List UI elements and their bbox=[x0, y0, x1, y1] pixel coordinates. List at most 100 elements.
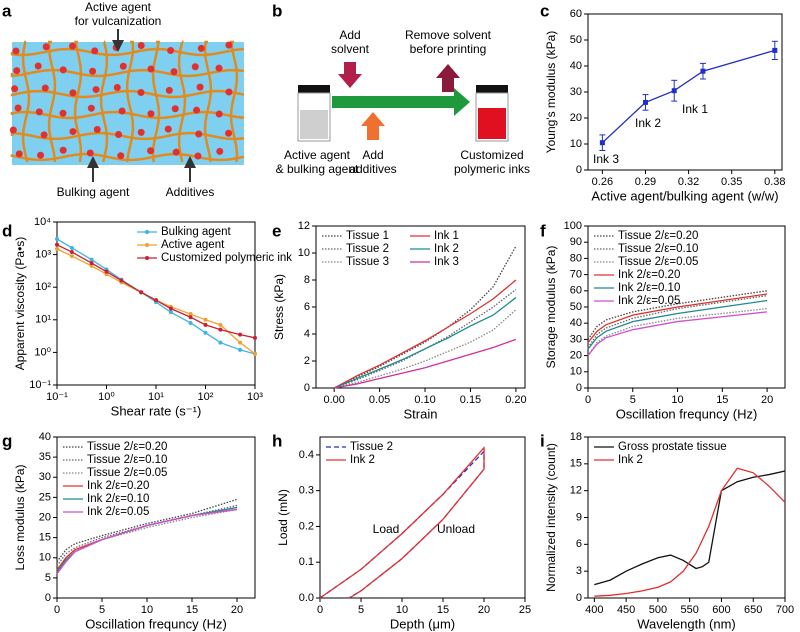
particle bbox=[147, 110, 155, 118]
x-tick-label: 20 bbox=[231, 604, 243, 616]
particle bbox=[215, 64, 223, 72]
series-line bbox=[587, 311, 768, 357]
y-tick-label: 10⁰ bbox=[34, 346, 51, 358]
particle bbox=[42, 43, 50, 51]
series-line bbox=[333, 297, 517, 389]
particle bbox=[87, 104, 95, 112]
marker bbox=[238, 340, 243, 345]
arrow-down bbox=[338, 62, 362, 88]
x-tick-label: 5 bbox=[358, 604, 364, 616]
x-tick-label: 0 bbox=[54, 604, 60, 616]
particle bbox=[193, 106, 201, 114]
particle bbox=[37, 151, 45, 159]
chain bbox=[10, 47, 245, 57]
particle bbox=[59, 66, 67, 74]
particle bbox=[167, 47, 175, 55]
annotation: Unload bbox=[437, 522, 475, 536]
marker bbox=[218, 327, 223, 332]
plot-frame bbox=[319, 436, 526, 599]
particle bbox=[147, 65, 155, 73]
chain bbox=[73, 40, 83, 163]
series-line bbox=[56, 498, 238, 563]
y-axis-title: Loss modulus (kPa) bbox=[13, 464, 27, 570]
x-tick-label: 0.15 bbox=[460, 394, 481, 406]
y-tick-label: 10² bbox=[35, 281, 51, 293]
particle bbox=[216, 147, 224, 155]
legend-label: Tissue 1 bbox=[346, 230, 389, 242]
x-tick-label: 10⁻¹ bbox=[46, 391, 68, 403]
legend-label: Ink 2/ε=0.20 bbox=[618, 269, 680, 281]
series-line bbox=[601, 49, 775, 144]
legend-label: Ink 1 bbox=[434, 230, 459, 242]
x-tick-label: 0.38 bbox=[764, 176, 785, 188]
particle bbox=[137, 41, 145, 49]
annotation: Ink 3 bbox=[593, 152, 619, 166]
x-axis-title: Wavelength (nm) bbox=[637, 616, 736, 631]
y-tick-label: 0.2 bbox=[299, 520, 314, 532]
x-tick-label: 20 bbox=[478, 604, 490, 616]
chain bbox=[10, 152, 245, 162]
marker bbox=[671, 88, 677, 94]
legend-label: Tissue 2 bbox=[346, 243, 389, 255]
y-tick-label: 50 bbox=[570, 34, 582, 46]
series-line bbox=[319, 446, 485, 599]
series-line bbox=[334, 309, 517, 389]
x-axis-title: Oscillation frequncy (Hz) bbox=[616, 406, 758, 421]
y-tick-label: 10 bbox=[570, 366, 582, 378]
particle bbox=[137, 128, 145, 136]
particle bbox=[147, 147, 155, 155]
particle bbox=[170, 68, 178, 76]
jar-content bbox=[478, 108, 506, 139]
series-line bbox=[333, 279, 517, 389]
particle bbox=[15, 150, 23, 158]
particle bbox=[113, 83, 121, 91]
y-tick-label: 35 bbox=[39, 451, 51, 463]
y-axis-title: Apparent viscosity (Pa•s) bbox=[13, 237, 27, 371]
x-tick-label: 0.00 bbox=[323, 394, 344, 406]
legend-label: Ink 2/ε=0.10 bbox=[618, 282, 680, 294]
series-line bbox=[587, 307, 768, 356]
x-axis-title: Shear rate (s⁻¹) bbox=[111, 403, 202, 418]
y-tick-label: 30 bbox=[39, 471, 51, 483]
series-line bbox=[594, 470, 786, 586]
jar-lid bbox=[298, 85, 330, 93]
particle bbox=[12, 47, 20, 55]
y-tick-label: 40 bbox=[570, 60, 582, 72]
legend-label: Ink 2/ε=0.10 bbox=[87, 493, 149, 505]
diagram-label: additives bbox=[349, 162, 396, 176]
annotation: Ink 2 bbox=[635, 116, 661, 130]
legend-label: Tissue 3 bbox=[346, 256, 389, 268]
legend-label: Active agent bbox=[161, 239, 225, 251]
x-tick-label: 0.26 bbox=[592, 176, 613, 188]
marker bbox=[188, 312, 193, 317]
particle bbox=[191, 63, 199, 71]
y-tick-label: 0.0 bbox=[299, 592, 314, 604]
x-tick-label: 10¹ bbox=[148, 391, 164, 403]
y-tick-label: 2 bbox=[304, 355, 310, 367]
x-tick-label: 550 bbox=[680, 604, 698, 616]
process-arrow bbox=[332, 88, 470, 116]
legend-marker bbox=[145, 230, 149, 234]
series-line bbox=[56, 508, 238, 571]
chain bbox=[10, 68, 245, 78]
legend-label: Ink 2 bbox=[350, 454, 375, 466]
particle bbox=[69, 42, 77, 50]
y-tick-label: 0 bbox=[576, 592, 582, 604]
particle bbox=[165, 86, 173, 94]
y-tick-label: 0 bbox=[304, 382, 310, 394]
x-tick-label: 25 bbox=[519, 604, 531, 616]
particle bbox=[92, 86, 100, 94]
legend-label: Bulking agent bbox=[161, 226, 231, 238]
panel-label: e bbox=[272, 221, 281, 240]
marker bbox=[238, 347, 243, 352]
series-line bbox=[334, 338, 517, 389]
panel-label: b bbox=[272, 1, 282, 20]
diagram-label: solvent bbox=[331, 42, 370, 56]
x-tick-label: 500 bbox=[649, 604, 667, 616]
y-tick-label: 10 bbox=[570, 138, 582, 150]
legend-label: Tissue 2 bbox=[350, 441, 393, 453]
particle bbox=[93, 125, 101, 133]
marker bbox=[188, 320, 193, 325]
series-line bbox=[587, 295, 768, 348]
diagram-label: Add bbox=[362, 148, 383, 162]
